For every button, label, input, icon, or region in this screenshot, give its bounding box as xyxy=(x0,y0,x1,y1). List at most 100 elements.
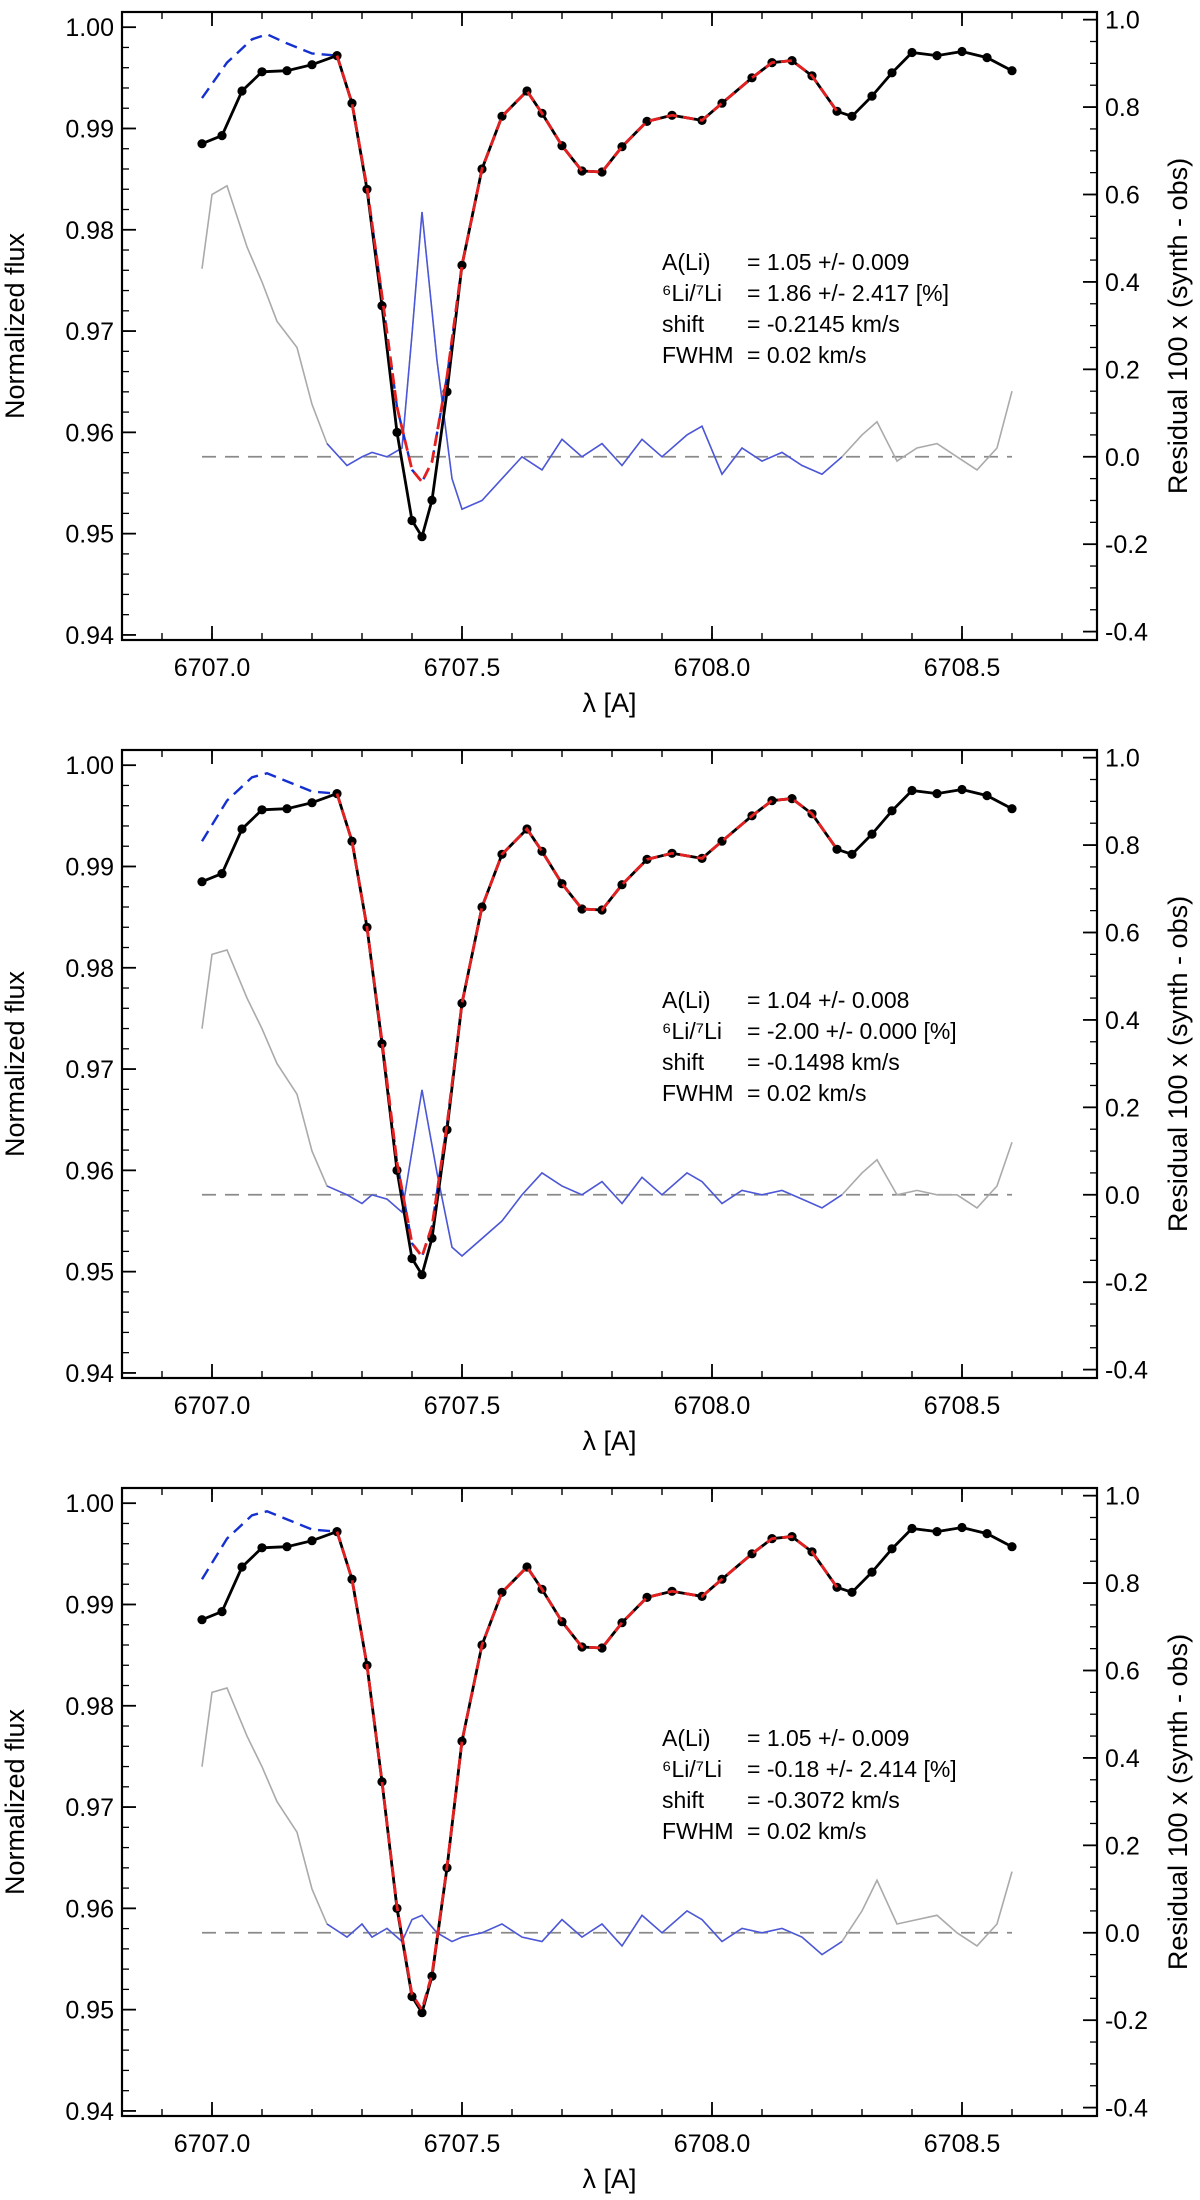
observed-point xyxy=(867,829,877,839)
y2-tick-label: 1.0 xyxy=(1105,7,1140,35)
observed-point xyxy=(217,1607,227,1617)
observed-point xyxy=(932,789,942,799)
observed-point xyxy=(887,1544,897,1554)
annotation-label: ⁶Li/⁷Li xyxy=(662,280,722,306)
panel-2: 6707.0 6707.5 6708.0 6708.5 0.94 0.95 0.96 0.97… xyxy=(0,745,1193,1456)
annotation-value: = -0.18 +/- 2.414 [%] xyxy=(747,1756,957,1782)
observed-point xyxy=(887,806,897,816)
annotation-value: = -2.00 +/- 0.000 [%] xyxy=(747,1018,957,1044)
observed-point xyxy=(957,46,967,57)
y-axis-title: Normalized flux xyxy=(0,232,30,419)
y2-tick-label: 0.6 xyxy=(1105,919,1140,947)
observed-point xyxy=(307,1536,317,1546)
synthetic-spectrum-best-fit xyxy=(335,1531,839,2013)
y2-tick-label: 0.0 xyxy=(1105,1920,1140,1948)
x-axis-title: λ [A] xyxy=(582,688,636,718)
y-tick-label: 0.96 xyxy=(65,1157,114,1185)
observed-point xyxy=(477,902,487,912)
y-tick-label: 0.98 xyxy=(65,1693,114,1721)
y2-tick-label: -0.4 xyxy=(1105,1357,1148,1385)
x-tick-label: 6707.0 xyxy=(174,1392,250,1420)
x-tick-label: 6708.5 xyxy=(924,2130,1000,2158)
observed-point xyxy=(932,51,942,61)
annotation-label: A(Li) xyxy=(662,987,711,1013)
observed-point xyxy=(237,1562,247,1572)
y2-tick-label: -0.2 xyxy=(1105,531,1148,559)
observed-point xyxy=(307,798,317,808)
annotation-value: = 1.05 +/- 0.009 xyxy=(747,1725,909,1751)
observed-point xyxy=(307,60,317,70)
y-tick-label: 0.96 xyxy=(65,419,114,447)
y2-tick-label: 1.0 xyxy=(1105,1483,1140,1511)
observed-point xyxy=(427,1971,437,1981)
annotation-value: = 0.02 km/s xyxy=(747,1818,867,1844)
observed-point xyxy=(417,532,427,542)
observed-point xyxy=(847,111,857,121)
annotation-label: FWHM xyxy=(662,342,734,368)
observed-point xyxy=(787,56,797,66)
observed-point xyxy=(197,1615,207,1625)
y2-tick-label: -0.4 xyxy=(1105,2095,1148,2123)
observed-point xyxy=(957,784,967,795)
observed-point xyxy=(237,86,247,96)
y2-axis-title: Residual 100 x (synth - obs) xyxy=(1163,1634,1193,1970)
y-tick-label: 0.95 xyxy=(65,521,114,549)
observed-point xyxy=(907,785,917,796)
y2-tick-label: 1.0 xyxy=(1105,745,1140,773)
annotation-value: = 0.02 km/s xyxy=(747,342,867,368)
observed-point xyxy=(407,1253,417,1264)
observed-point xyxy=(847,1587,857,1597)
y-tick-label: 0.95 xyxy=(65,1997,114,2025)
observed-point xyxy=(1007,66,1017,76)
y-tick-label: 1.00 xyxy=(65,14,114,42)
observed-point xyxy=(832,844,842,854)
plot-area xyxy=(197,1510,1017,2018)
panel-3: 6707.0 6707.5 6708.0 6708.5 0.94 0.95 0.96 0.97… xyxy=(0,1483,1193,2194)
residual-curve-outside xyxy=(201,184,1013,511)
annotation-value: = -0.2145 km/s xyxy=(747,311,900,337)
y-tick-label: 0.97 xyxy=(65,1794,114,1822)
y2-axis-title: Residual 100 x (synth - obs) xyxy=(1163,158,1193,494)
y-axis-title: Normalized flux xyxy=(0,970,30,1157)
synthetic-spectrum-best-fit xyxy=(335,793,839,1260)
y-tick-label: 0.99 xyxy=(65,115,114,143)
observed-point xyxy=(377,301,387,311)
observed-point xyxy=(867,91,877,101)
observed-point xyxy=(867,1567,877,1577)
x-tick-label: 6708.0 xyxy=(674,654,750,682)
observed-point xyxy=(282,804,292,814)
y-tick-label: 1.00 xyxy=(65,1490,114,1518)
x-tick-label: 6707.5 xyxy=(424,654,500,682)
annotation-label: FWHM xyxy=(662,1080,734,1106)
annotation-value: = 1.05 +/- 0.009 xyxy=(747,249,909,275)
y-tick-label: 0.98 xyxy=(65,955,114,983)
plot-area xyxy=(197,772,1017,1280)
y2-tick-label: -0.2 xyxy=(1105,1269,1148,1297)
observed-point xyxy=(197,139,207,149)
y-tick-label: 0.99 xyxy=(65,853,114,881)
x-tick-label: 6707.5 xyxy=(424,1392,500,1420)
observed-point xyxy=(257,805,267,815)
observed-point xyxy=(217,869,227,879)
observed-point xyxy=(887,68,897,78)
x-tick-label: 6708.0 xyxy=(674,2130,750,2158)
observed-point xyxy=(1007,1542,1017,1552)
observed-point xyxy=(237,824,247,834)
y-tick-label: 0.94 xyxy=(65,622,114,650)
observed-point xyxy=(932,1527,942,1537)
annotation-value: = 1.86 +/- 2.417 [%] xyxy=(747,280,949,306)
observed-point xyxy=(392,427,402,437)
y2-tick-label: 0.2 xyxy=(1105,356,1140,384)
y2-tick-label: 0.2 xyxy=(1105,1832,1140,1860)
y2-tick-label: 0.4 xyxy=(1105,1007,1140,1035)
observed-point xyxy=(847,849,857,859)
y2-tick-label: -0.4 xyxy=(1105,619,1148,647)
observed-point xyxy=(217,131,227,141)
y-tick-label: 0.97 xyxy=(65,1056,114,1084)
observed-point xyxy=(377,1039,387,1049)
observed-point xyxy=(982,791,992,801)
y-tick-label: 0.95 xyxy=(65,1259,114,1287)
panel-1: 6707.0 6707.5 6708.0 6708.5 0.94 0.95 0.96 0.97… xyxy=(0,7,1193,718)
plot-area xyxy=(197,33,1017,542)
